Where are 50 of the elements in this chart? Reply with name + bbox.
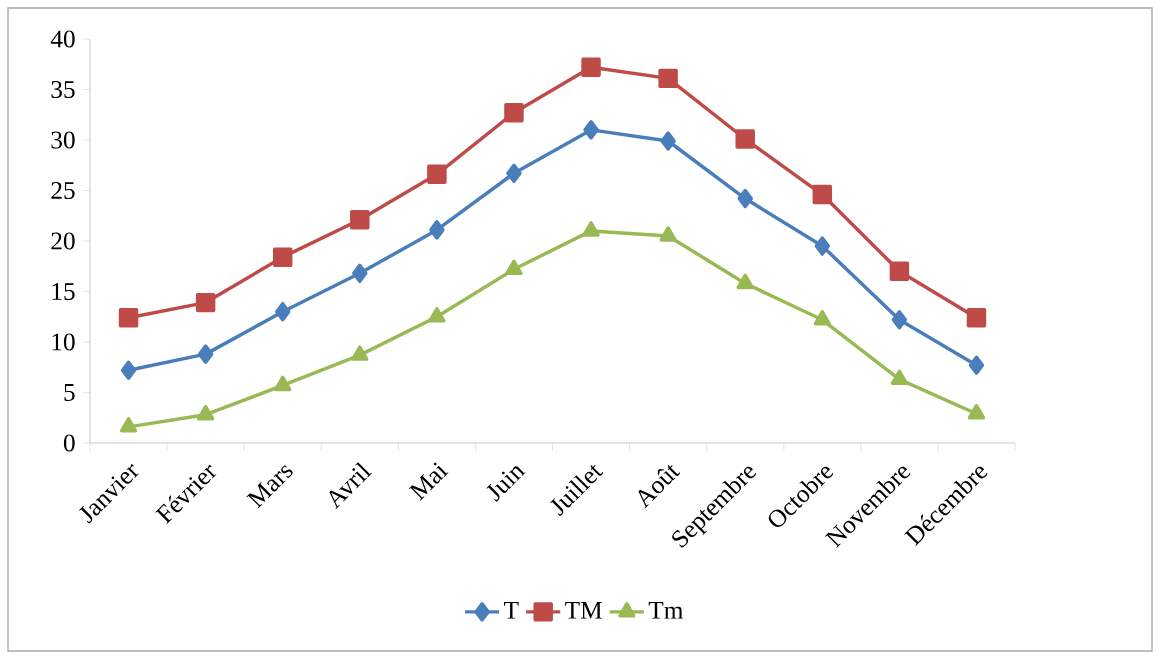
y-tick-label: 0 <box>63 434 75 452</box>
legend-label: Tm <box>648 601 684 619</box>
y-tick-label: 15 <box>52 283 75 300</box>
y-tick-label: 35 <box>51 80 75 99</box>
point <box>272 247 293 267</box>
point <box>735 129 755 149</box>
x-tick-label: Mai <box>408 462 449 501</box>
point <box>504 102 524 123</box>
point <box>967 403 986 420</box>
point <box>195 292 216 313</box>
point <box>891 310 908 330</box>
y-tick-label: 10 <box>52 333 75 351</box>
legend-label: T <box>504 601 519 619</box>
point <box>658 68 678 89</box>
point <box>196 404 215 421</box>
legend-label: TM <box>565 601 602 619</box>
y-tick-label: 20 <box>51 232 75 250</box>
point <box>966 308 987 328</box>
y-tick-label: 30 <box>51 131 75 149</box>
point <box>429 220 445 240</box>
point <box>889 261 910 282</box>
point <box>814 236 831 256</box>
point <box>427 164 447 185</box>
point <box>659 226 677 242</box>
point <box>660 131 676 151</box>
point <box>582 221 600 237</box>
point <box>583 120 599 140</box>
point <box>736 273 754 290</box>
point <box>120 360 137 381</box>
point <box>581 57 601 78</box>
point <box>813 310 831 326</box>
point <box>197 344 214 364</box>
y-tick-label: 5 <box>64 384 75 401</box>
y-tick-label: 25 <box>51 181 75 200</box>
point <box>428 307 446 323</box>
point <box>350 210 370 230</box>
point <box>890 369 909 386</box>
point <box>737 188 753 209</box>
point <box>119 417 138 433</box>
y-tick-label: 40 <box>50 30 75 48</box>
point <box>506 163 522 184</box>
point <box>274 301 291 322</box>
point <box>505 259 523 276</box>
point <box>352 263 368 284</box>
point <box>274 375 292 392</box>
point <box>351 345 369 361</box>
point <box>118 308 139 328</box>
point <box>968 355 985 375</box>
point <box>812 184 833 205</box>
x-tick-label: Juin <box>486 466 526 502</box>
